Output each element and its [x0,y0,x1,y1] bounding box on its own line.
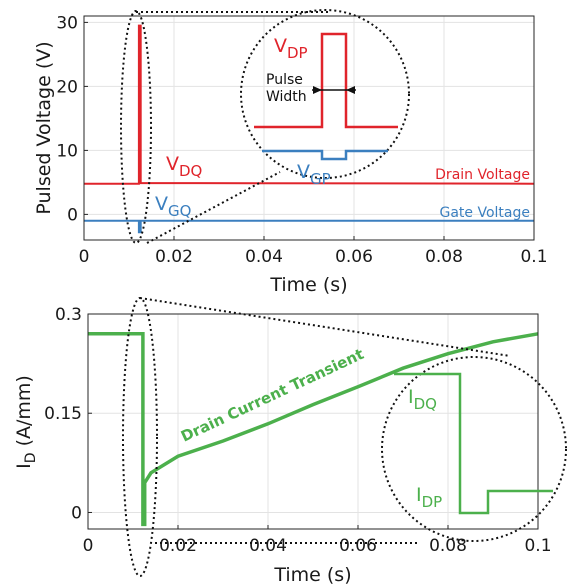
current-x-tick-label: 0.04 [249,536,287,556]
vdq-label: VDQ [166,153,202,180]
current-y-tick-label: 0.15 [44,404,82,424]
legend-gate-voltage: Gate Voltage [440,205,531,221]
voltage-zoom-ellipse [120,10,152,244]
inset-current-pulse [394,372,553,515]
current-x-tick-label: 0.02 [159,536,197,556]
voltage-y-axis-label: Pulsed Voltage (V) [33,41,55,214]
voltage-x-tick-label: 0.02 [155,247,193,267]
current-zoom-inset: IDQ IDP [394,372,553,515]
vgp-label: VGP [297,161,331,188]
pulse-width-label-line1: Pulse [266,72,303,88]
inset-drain-pulse [254,32,398,129]
voltage-x-axis-label: Time (s) [269,274,347,296]
current-y-tick-label: 0.3 [55,305,82,325]
current-x-tick-label: 0 [83,536,94,556]
current-panel: 0 0.02 0.04 0.06 0.08 0.1 0 0.15 0.3 Time (s) I… [13,297,567,586]
legend-drain-voltage: Drain Voltage [435,167,530,183]
pulse-width-arrow-head-right [346,86,355,94]
vgq-label: VGQ [155,193,191,220]
voltage-x-tick-label: 0.04 [245,247,283,267]
vdp-label: VDP [274,35,308,62]
current-y-axis-label: ID (A/mm) [13,375,39,469]
current-x-tick-label: 0.08 [429,536,467,556]
pulse-width-arrow-head-left [313,86,322,94]
voltage-zoom-inset: Pulse Width VDP VGP [254,32,398,188]
idq-label: IDQ [408,386,437,413]
voltage-y-tick-label: 30 [56,13,78,33]
voltage-series-line-1 [84,24,535,185]
current-x-axis-label: Time (s) [273,564,351,586]
current-x-tick-label: 0.1 [524,536,551,556]
current-series-line-1 [88,332,539,527]
voltage-x-tick-label: 0.08 [425,247,463,267]
voltage-series-line-2 [84,219,534,234]
current-zoom-circle [381,356,567,542]
voltage-x-tick-label: 0.06 [335,247,373,267]
current-zoom-connector-top [139,297,511,357]
voltage-y-tick-label: 10 [56,141,78,161]
pulse-width-label-line2: Width [266,89,307,105]
voltage-x-tick-label: 0.1 [520,247,547,267]
voltage-plot-frame [83,15,535,241]
voltage-y-tick-label: 20 [56,77,78,97]
voltage-y-tick-label: 0 [67,205,78,225]
idp-label: IDP [416,484,442,511]
voltage-panel: 0 0.02 0.04 0.06 0.08 0.1 0 10 20 30 Time (s) Pu… [33,9,548,296]
current-zoom-ellipse [122,297,158,577]
current-x-tick-label: 0.06 [339,536,377,556]
current-plot-frame [87,313,539,530]
voltage-zoom-circle [240,9,410,179]
inset-gate-pulse [262,149,388,161]
voltage-zoom-connector-bottom [146,171,281,244]
voltage-x-tick-label: 0 [79,247,90,267]
current-y-tick-label: 0 [71,503,82,523]
